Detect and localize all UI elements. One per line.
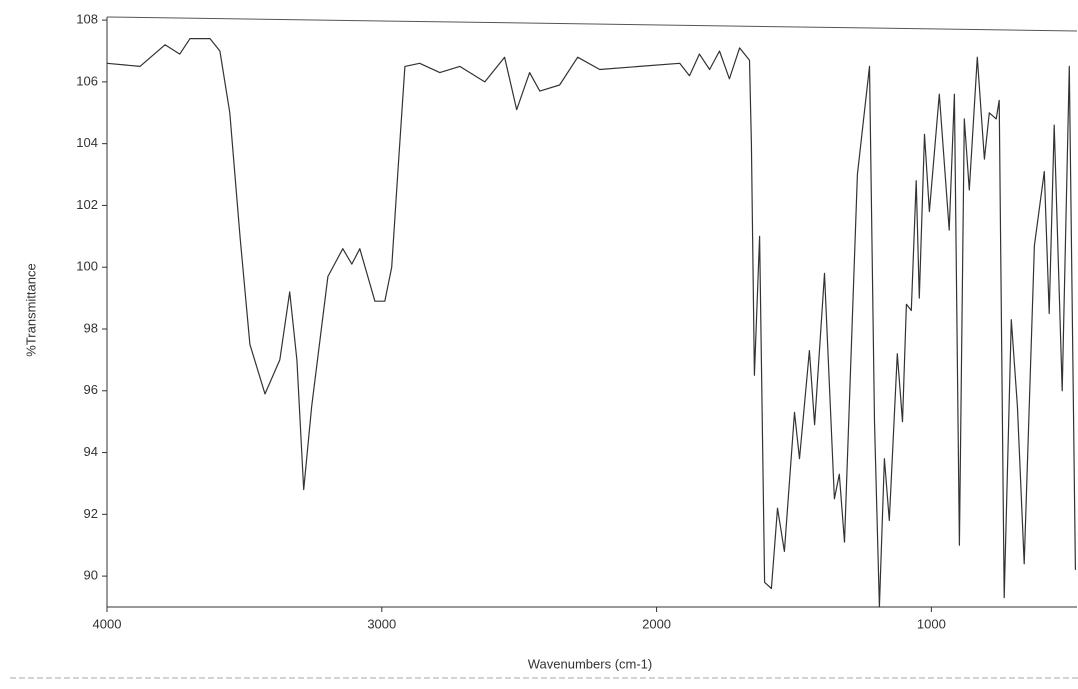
y-tick-label: 100 [76,259,98,274]
spectrum-line [106,38,1076,608]
y-axis-label: %Transmittance [23,263,38,356]
top-border [106,16,1078,32]
x-tick-label: 3000 [367,616,396,631]
y-tick-label: 102 [76,197,98,212]
x-tick-label: 2000 [642,616,671,631]
y-tick-label: 104 [76,135,98,150]
y-tick-label: 94 [84,444,98,459]
x-tick-label: 4000 [93,616,122,631]
y-tick-label: 108 [76,12,98,27]
y-tick-label: 106 [76,73,98,88]
y-tick-label: 98 [84,320,98,335]
y-tick-label: 90 [84,568,98,583]
y-tick-label: 96 [84,382,98,397]
y-tick-label: 92 [84,506,98,521]
x-tick-label: 1000 [917,616,946,631]
x-axis-label: Wavenumbers (cm-1) [528,656,652,671]
